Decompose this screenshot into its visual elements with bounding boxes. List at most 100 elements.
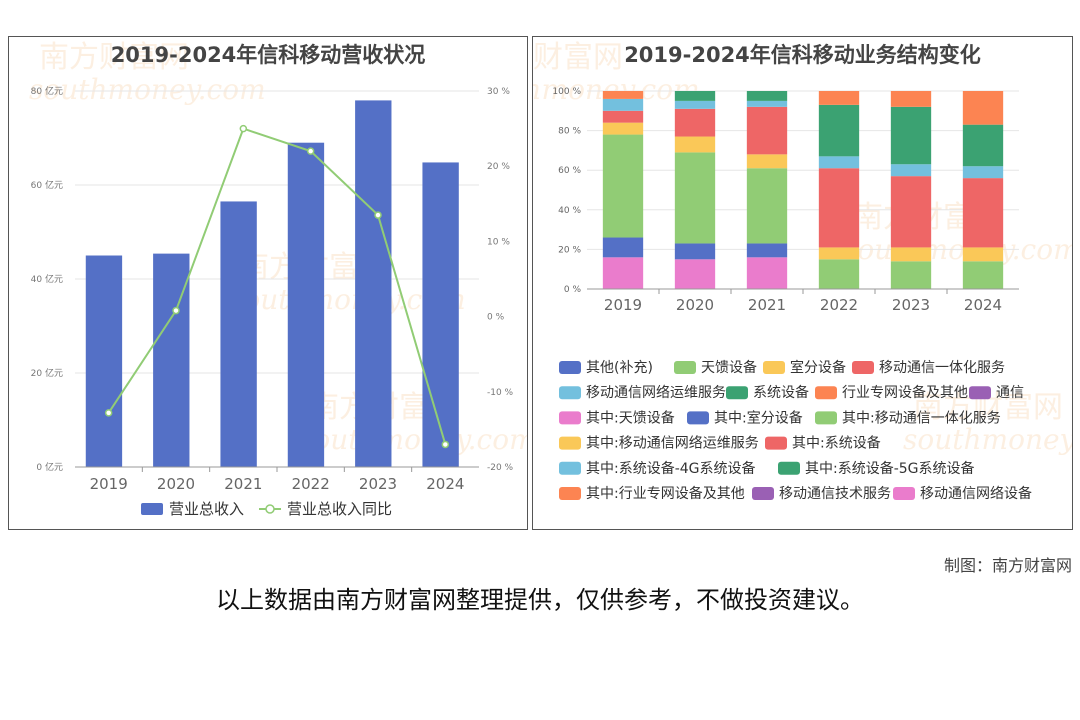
stack-segment xyxy=(746,257,788,289)
revenue-chart-title: 2019-2024年信科移动营收状况 xyxy=(110,43,426,67)
stack-segment xyxy=(674,259,716,289)
legend-swatch xyxy=(893,487,915,500)
stack-segment xyxy=(962,247,1004,262)
y-left-tick-label: 40 亿元 xyxy=(31,273,63,285)
stack-segment xyxy=(818,259,860,289)
stack-segment xyxy=(890,91,932,107)
legend-swatch xyxy=(687,411,709,425)
legend-label: 其中:系统设备-5G系统设备 xyxy=(805,460,975,477)
legend-label: 其中:室分设备 xyxy=(714,409,803,426)
legend-swatch xyxy=(778,461,800,475)
legend-swatch xyxy=(765,436,787,450)
stack-segment xyxy=(602,91,644,99)
x-axis-label: 2020 xyxy=(676,296,714,314)
stack-segment xyxy=(746,91,788,101)
x-axis-label: 2020 xyxy=(157,475,195,493)
gridlines xyxy=(587,90,1019,290)
revenue-bar xyxy=(85,255,123,467)
x-axis-label: 2024 xyxy=(964,296,1002,314)
legend-label: 营业总收入同比 xyxy=(287,500,392,518)
legend-swatch xyxy=(752,487,774,500)
legend-swatch xyxy=(559,411,581,425)
y-left-tick-label: 0 亿元 xyxy=(36,461,63,473)
stack-segment xyxy=(962,124,1004,167)
stack-segment xyxy=(674,108,716,137)
legend-swatch xyxy=(559,436,581,450)
revenue-chart-panel: 南方财富网southmoney.com南方财富网southmoney.com南方… xyxy=(8,36,528,530)
watermark-cn-text: 南方财富网 xyxy=(39,40,189,75)
legend-swatch xyxy=(726,386,748,400)
stack-segment xyxy=(602,98,644,111)
stack-segment xyxy=(602,110,644,123)
x-axis-label: 2024 xyxy=(426,475,464,493)
stack-segment xyxy=(674,136,716,153)
y-tick-label: 100 % xyxy=(552,87,581,97)
legend-label: 其他(补充) xyxy=(586,360,653,376)
y-tick-label: 0 % xyxy=(564,285,582,295)
legend-label: 天馈设备 xyxy=(701,359,757,376)
y-right-tick-label: 0 % xyxy=(487,313,505,323)
x-axis-label: 2019 xyxy=(604,296,642,314)
stack-segment xyxy=(674,243,716,260)
legend-label: 移动通信一体化服务 xyxy=(879,360,1005,376)
legend-swatch xyxy=(852,361,874,374)
y-left-tick-label: 20 亿元 xyxy=(31,367,63,379)
stack-segment xyxy=(602,257,644,289)
legend-label: 移动通信网络运维服务 xyxy=(586,385,726,401)
y-left-tick-label: 80 亿元 xyxy=(31,85,63,97)
y-tick-label: 60 % xyxy=(558,166,581,176)
business-structure-chart: 南方财富网southmoney.com南方财富网southmoney.com南方… xyxy=(533,40,1072,502)
y-tick-label: 80 % xyxy=(558,127,581,137)
legend: 营业总收入 营业总收入同比 xyxy=(141,500,392,518)
y-right-tick-label: 30 % xyxy=(487,87,510,97)
legend-label: 行业专网设备及其他 xyxy=(842,384,968,401)
watermark-en-text: southmoney.com xyxy=(903,423,1072,456)
bar-series xyxy=(85,100,459,468)
stack-segment xyxy=(890,176,932,248)
y-right-tick-label: -10 % xyxy=(487,388,514,398)
legend-swatch xyxy=(559,487,581,500)
legend-swatch xyxy=(559,461,581,475)
growth-point xyxy=(104,409,113,417)
y-right-tick-label: 10 % xyxy=(487,237,510,247)
legend-label: 其中:天馈设备 xyxy=(586,409,675,426)
legend-swatch xyxy=(559,361,581,374)
legend-label: 其中:系统设备-4G系统设备 xyxy=(586,460,756,477)
legend-label: 其中:行业专网设备及其他 xyxy=(586,485,745,502)
legend-label: 通信 xyxy=(996,385,1024,401)
revenue-bar xyxy=(422,162,459,467)
legend-label: 其中:系统设备 xyxy=(792,435,881,452)
stack-segment xyxy=(818,168,860,248)
legend-swatch xyxy=(815,411,837,425)
revenue-bar xyxy=(220,201,257,467)
watermark-en-text: southmoney.com xyxy=(299,423,527,456)
stack-segment xyxy=(746,243,788,258)
legend-label: 其中:移动通信一体化服务 xyxy=(842,410,1001,426)
x-axis-label: 2023 xyxy=(359,475,397,493)
legend-label: 系统设备 xyxy=(753,384,809,401)
legend-label: 室分设备 xyxy=(790,359,846,376)
y-right-tick-label: -20 % xyxy=(487,463,514,473)
legend-swatch-point xyxy=(265,504,275,514)
stack-segment xyxy=(746,106,788,155)
legend-swatch xyxy=(763,361,785,374)
stack-segment xyxy=(746,168,788,244)
legend-label: 移动通信技术服务 xyxy=(779,486,891,502)
legend-swatch xyxy=(969,386,991,400)
y-tick-label: 20 % xyxy=(558,245,581,255)
business-structure-chart-panel: 南方财富网southmoney.com南方财富网southmoney.com南方… xyxy=(532,36,1073,530)
x-axis-label: 2022 xyxy=(820,296,858,314)
legend-label: 移动通信网络设备 xyxy=(920,485,1032,502)
stack-segment xyxy=(674,152,716,244)
legend-swatch xyxy=(559,386,581,400)
growth-line xyxy=(107,127,447,445)
stack-segment xyxy=(818,91,860,105)
stack-segment xyxy=(818,104,860,157)
stacked-bars xyxy=(602,91,1004,289)
growth-point xyxy=(374,211,382,219)
stack-segment xyxy=(746,100,788,107)
x-axis-label: 2023 xyxy=(892,296,930,314)
x-axis-label: 2021 xyxy=(224,475,262,493)
stack-segment xyxy=(962,178,1004,248)
